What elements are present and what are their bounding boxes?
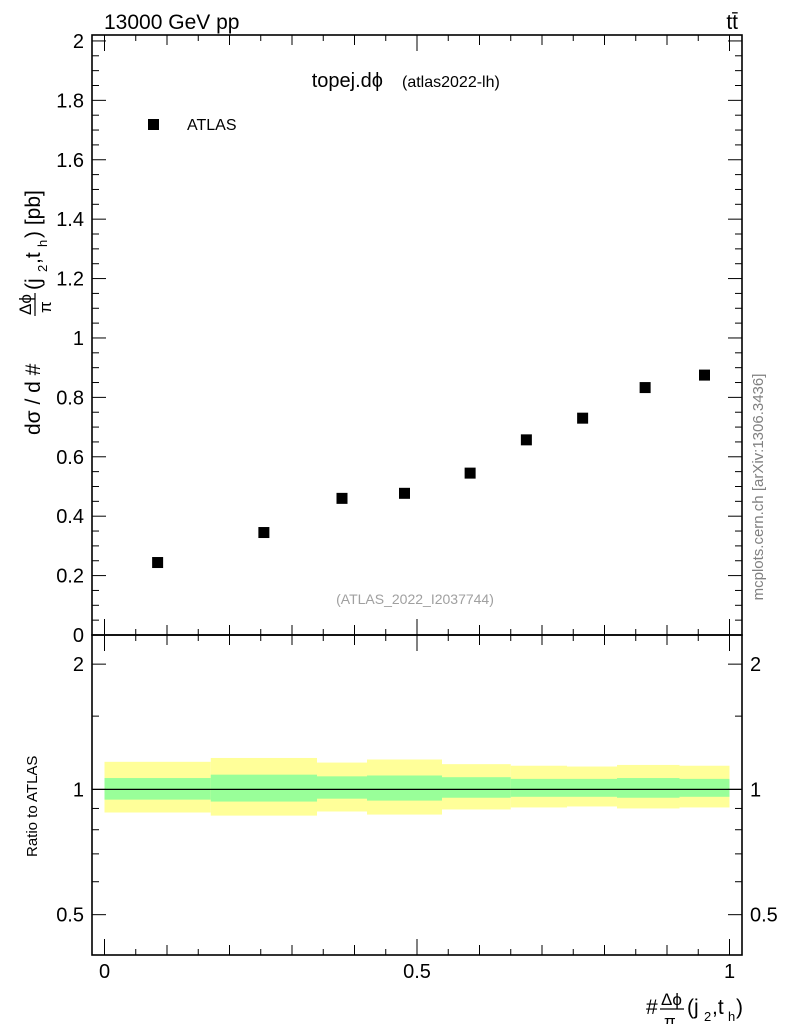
ratio-ticks bbox=[92, 663, 742, 956]
x-axis-label-args: (j bbox=[687, 996, 699, 1019]
x-axis-label-frac-num: Δϕ bbox=[661, 990, 682, 1009]
analysis-id: (ATLAS_2022_I2037744) bbox=[336, 591, 494, 607]
ratio-band-inner bbox=[210, 774, 317, 802]
ratio-panel: 0.5 0.5 1 1 2 2 Ratio to ATLAS bbox=[24, 634, 778, 956]
ratio-ytick-label-left: 2 bbox=[73, 654, 84, 676]
x-tick-labels: 0 0.5 1 bbox=[99, 961, 735, 983]
data-point bbox=[699, 369, 710, 381]
x-axis-label-sub2: h bbox=[728, 1009, 735, 1024]
main-ticks bbox=[92, 40, 742, 636]
x-axis-label-sub1: 2 bbox=[704, 1009, 711, 1024]
x-tick-label: 0.5 bbox=[403, 961, 431, 983]
data-point bbox=[464, 467, 476, 479]
ratio-y-axis-label: Ratio to ATLAS bbox=[24, 756, 41, 857]
x-tick-label: 1 bbox=[724, 961, 735, 983]
ratio-ytick-label-right: 0.5 bbox=[750, 905, 778, 927]
main-ytick-label: 0 bbox=[73, 625, 84, 647]
data-point bbox=[152, 557, 164, 569]
main-ytick-label: 2 bbox=[73, 31, 84, 53]
y-axis-label-args: (j bbox=[22, 278, 45, 290]
main-ytick-label: 1 bbox=[73, 328, 84, 350]
x-tick-label: 0 bbox=[99, 961, 110, 983]
main-ytick-label: 0.8 bbox=[56, 387, 84, 409]
ratio-band-inner bbox=[510, 778, 567, 797]
ratio-band-inner bbox=[679, 778, 730, 797]
y-axis-label-suffix: ) [pb] bbox=[22, 190, 45, 238]
plot-title: topej.dϕ bbox=[312, 70, 383, 92]
data-point bbox=[336, 492, 348, 504]
data-point bbox=[520, 434, 532, 446]
x-axis-label-mid: ,t bbox=[712, 996, 724, 1019]
ratio-bands bbox=[104, 757, 730, 816]
y-axis-label-prefix: dσ / d # bbox=[22, 363, 45, 435]
ratio-band-inner bbox=[317, 776, 367, 799]
main-ytick-label: 0.2 bbox=[56, 566, 84, 588]
x-ticks bbox=[104, 35, 730, 955]
x-axis-label-frac-den: π bbox=[664, 1012, 676, 1024]
ratio-band-inner bbox=[617, 778, 680, 798]
y-axis-label-sub2: h bbox=[35, 240, 50, 247]
main-ytick-label: 0.6 bbox=[56, 447, 84, 469]
ratio-band-inner bbox=[367, 775, 442, 801]
main-points bbox=[152, 369, 710, 569]
x-axis-label-prefix: # bbox=[646, 996, 658, 1019]
main-ytick-label: 1.6 bbox=[56, 150, 84, 172]
main-ytick-label: 1.2 bbox=[56, 269, 84, 291]
main-ytick-labels: 0 0.2 0.4 0.6 0.8 1 1.2 1.4 1.6 1.8 2 bbox=[56, 31, 84, 647]
process-label: tt̄ bbox=[726, 11, 738, 34]
y-axis-label-sub1: 2 bbox=[35, 265, 50, 272]
main-ytick-label: 0.4 bbox=[56, 506, 84, 528]
x-axis-label-suffix: ) bbox=[736, 996, 743, 1019]
watermark: mcplots.cern.ch [arXiv:1306.3436] bbox=[750, 374, 767, 601]
data-point bbox=[258, 527, 270, 539]
ratio-ytick-label-right: 2 bbox=[750, 654, 761, 676]
y-axis-label-mid: ,t bbox=[22, 252, 45, 264]
energy-label: 13000 GeV pp bbox=[104, 11, 239, 34]
plot-subtitle: (atlas2022-lh) bbox=[402, 74, 500, 91]
ratio-ytick-label-left: 1 bbox=[73, 779, 84, 801]
main-ytick-label: 1.8 bbox=[56, 90, 84, 112]
ratio-band-inner bbox=[442, 777, 511, 798]
legend-label: ATLAS bbox=[187, 117, 237, 134]
data-point bbox=[399, 487, 410, 499]
data-point bbox=[639, 382, 651, 394]
y-axis-label: dσ / d # Δϕ π (j 2 ,t h ) [pb] bbox=[16, 190, 55, 435]
ratio-ytick-label-right: 1 bbox=[750, 779, 761, 801]
legend-marker bbox=[148, 119, 159, 130]
data-point bbox=[577, 412, 589, 424]
x-axis-label: # Δϕ π (j 2 ,t h ) bbox=[646, 990, 743, 1024]
y-axis-label-frac-num: Δϕ bbox=[16, 294, 35, 315]
ratio-ytick-label-left: 0.5 bbox=[56, 905, 84, 927]
main-panel: 0 0.2 0.4 0.6 0.8 1 1.2 1.4 1.6 1.8 2 topej.dϕ (at… bbox=[16, 31, 743, 647]
ratio-band-inner bbox=[567, 778, 617, 797]
main-ytick-label: 1.4 bbox=[56, 209, 84, 231]
y-axis-label-frac-den: π bbox=[36, 301, 55, 313]
ratio-ytick-labels: 0.5 0.5 1 1 2 2 bbox=[56, 654, 778, 927]
